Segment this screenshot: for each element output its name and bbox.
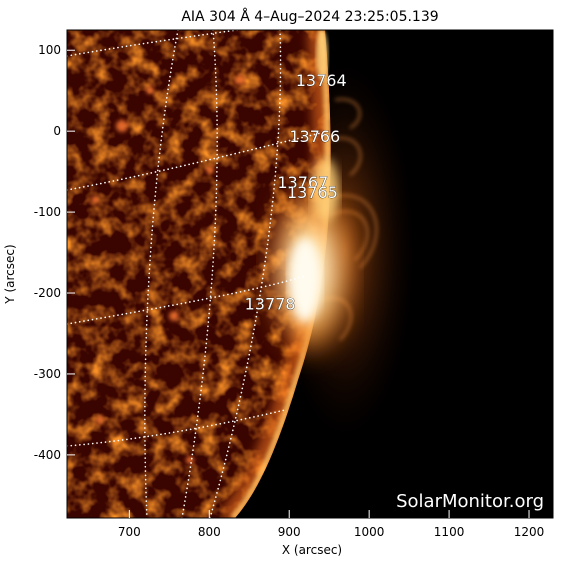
x-axis: 700 800 900 1000 1100 1200 (118, 510, 544, 539)
x-axis-label: X (arcsec) (282, 543, 342, 557)
y-axis: 100 0 -100 -200 -300 -400 (34, 43, 75, 462)
active-region-label: 13766 (289, 127, 340, 146)
y-axis-label: Y (arcsec) (3, 244, 17, 304)
y-tick-label: -200 (34, 286, 61, 300)
x-tick-label: 700 (118, 525, 141, 539)
x-tick-label: 800 (198, 525, 221, 539)
heliographic-grid (67, 30, 326, 518)
x-tick-label: 1000 (354, 525, 385, 539)
active-region-label: 13764 (296, 71, 347, 90)
x-tick-label: 1200 (514, 525, 545, 539)
limb-plage-top (316, 30, 328, 80)
limb-plage-upper (311, 158, 339, 222)
y-tick-label: -400 (34, 448, 61, 462)
x-tick-label: 900 (278, 525, 301, 539)
watermark: SolarMonitor.org (396, 491, 544, 512)
y-tick-label: 100 (38, 43, 61, 57)
figure-title: AIA 304 Å 4–Aug–2024 23:25:05.139 (181, 8, 438, 25)
y-tick-label: -100 (34, 205, 61, 219)
active-region-label: 13767 (277, 173, 328, 192)
x-tick-label: 1100 (434, 525, 465, 539)
active-region-label: 13765 (287, 183, 338, 202)
flare-core (289, 238, 321, 322)
y-tick-label: 0 (53, 124, 61, 138)
active-region-label: 13778 (245, 295, 296, 314)
y-tick-label: -300 (34, 367, 61, 381)
plot-frame (66, 29, 554, 519)
